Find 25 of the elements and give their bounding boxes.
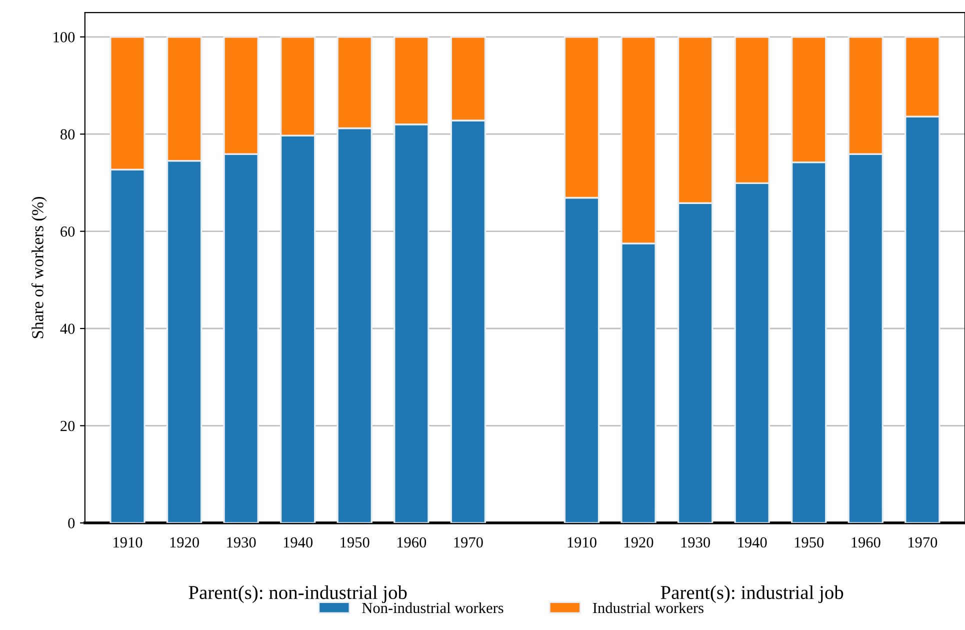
x-tick-label: 1910 — [568, 537, 596, 548]
x-tick-label: 1960 — [852, 537, 880, 548]
x-tick-label: 1940 — [738, 537, 767, 548]
y-axis-title: Share of workers (%) — [31, 196, 47, 338]
legend-label: Industrial workers — [592, 602, 704, 614]
x-tick-label: 1970 — [908, 537, 938, 548]
legend-label: Non-industrial workers — [362, 602, 504, 614]
y-tick-label: 20 — [60, 420, 75, 432]
y-tick-label: 40 — [60, 324, 75, 334]
y-tick-label: 100 — [54, 32, 75, 42]
x-tick-label: 1910 — [114, 537, 142, 548]
x-tick-label: 1920 — [170, 537, 199, 548]
x-tick-label: 1930 — [681, 537, 710, 548]
x-tick-label: 1970 — [454, 537, 483, 548]
y-tick-label: 0 — [68, 518, 75, 528]
x-tick-label: 1940 — [284, 537, 313, 548]
text: Parent(s): industrial job — [660, 585, 844, 604]
x-tick-label: 1950 — [794, 537, 824, 548]
x-tick-label: 1960 — [397, 537, 426, 548]
x-tick-label: 1920 — [624, 537, 654, 548]
y-tick-label: 80 — [60, 129, 75, 140]
text: Parent(s): non-industrial job — [188, 585, 407, 604]
x-tick-label: 1930 — [227, 537, 256, 548]
x-tick-label: 1950 — [340, 537, 370, 548]
y-tick-label: 60 — [60, 226, 75, 237]
